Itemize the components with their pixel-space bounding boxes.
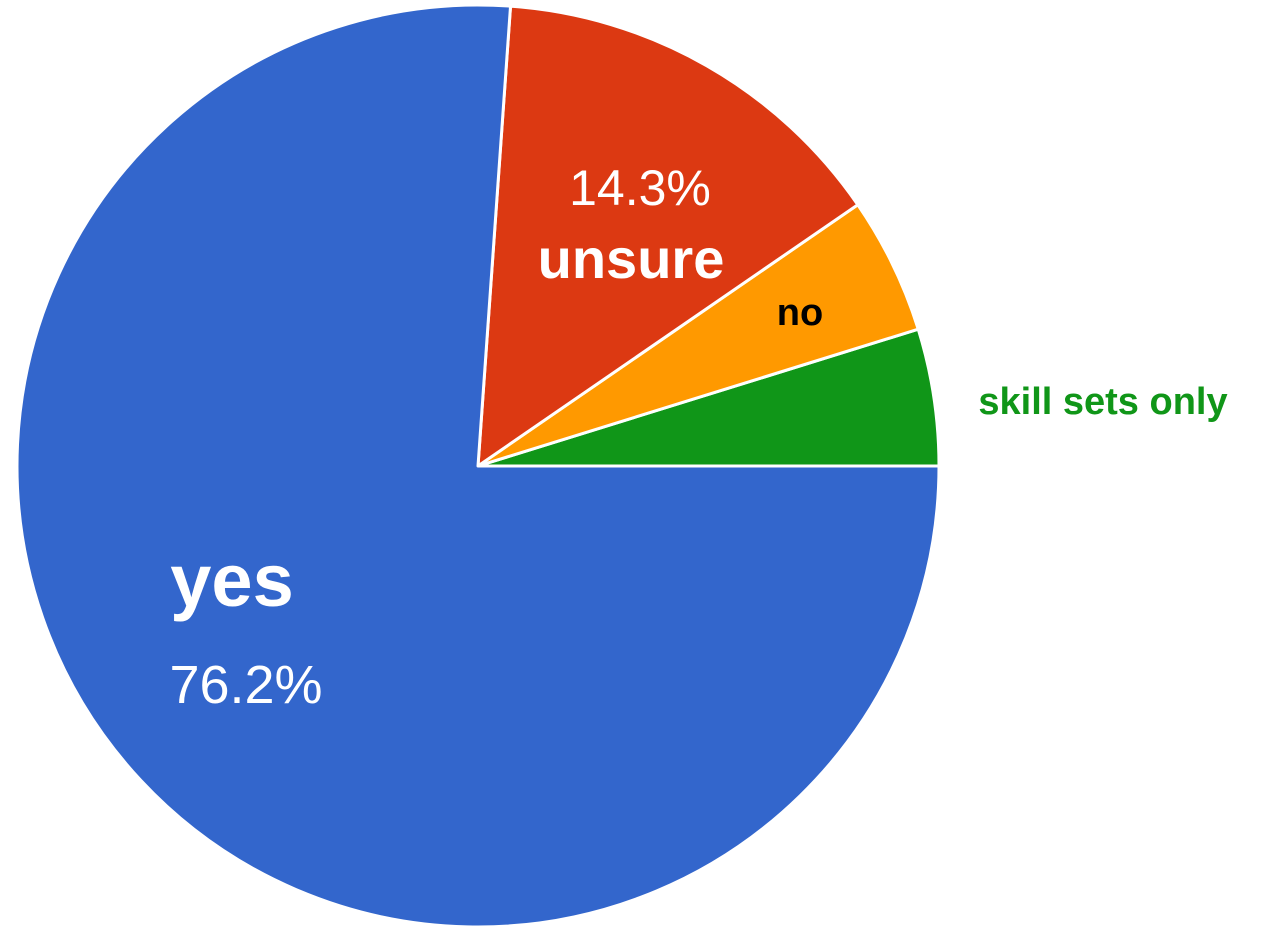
slice-label-yes: yes bbox=[170, 539, 293, 622]
pie-slice-yes bbox=[15, 3, 941, 928]
slice-label-no: no bbox=[777, 292, 823, 334]
pie-slices bbox=[15, 3, 941, 928]
slice-label-unsure: unsure bbox=[538, 227, 725, 290]
slice-value-yes: 76.2% bbox=[169, 655, 322, 715]
slice-value-unsure: 14.3% bbox=[569, 160, 711, 216]
slice-label-skill-sets-only: skill sets only bbox=[978, 381, 1227, 423]
pie-slice-unsure bbox=[476, 4, 860, 468]
